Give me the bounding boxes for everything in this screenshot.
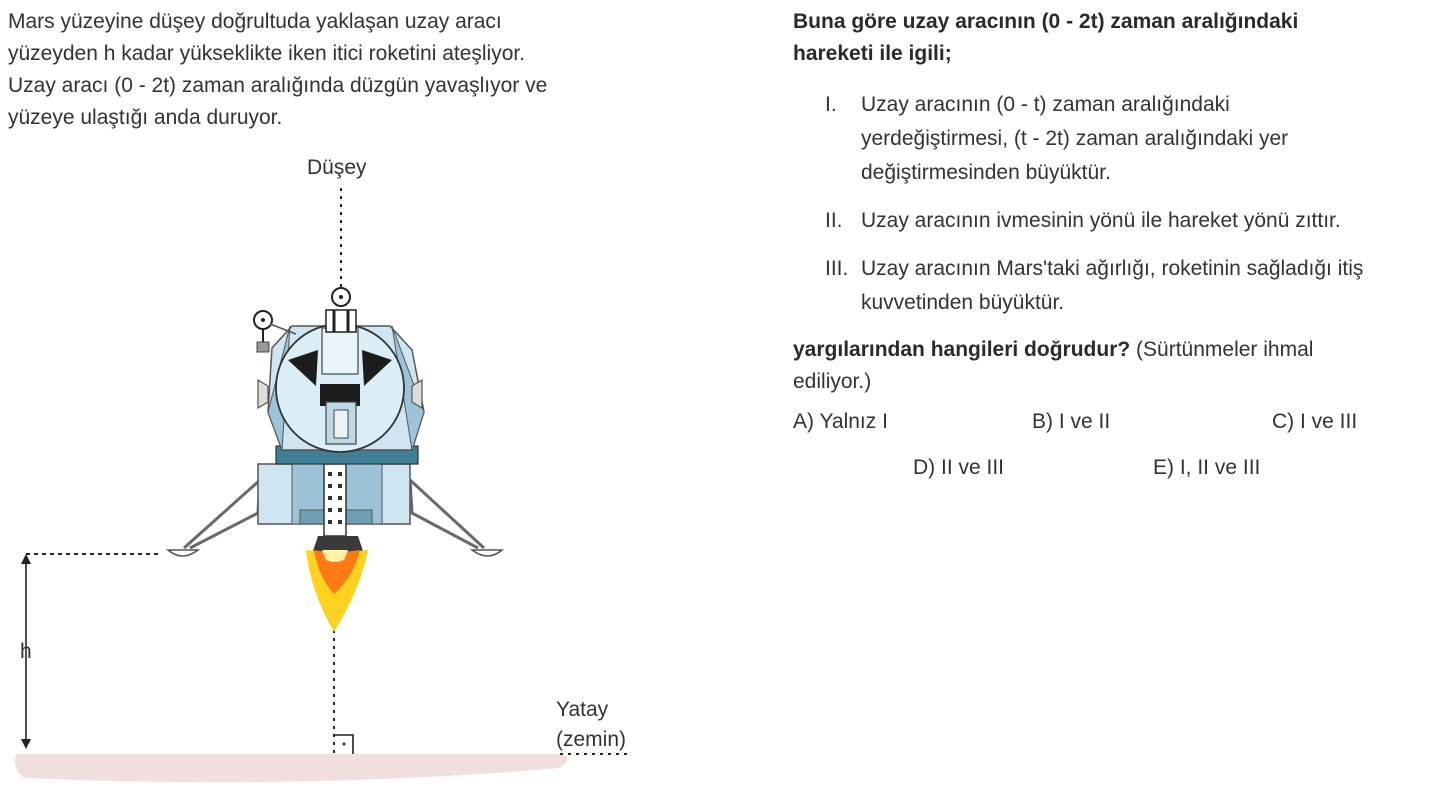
- left-foot-pad: [165, 549, 201, 557]
- right-angle-marker: [334, 734, 354, 754]
- vertical-label: Düşey: [307, 156, 367, 179]
- ground-surface: [15, 754, 568, 783]
- statement-text: Uzay aracının Mars'taki ağırlığı, roketi…: [861, 252, 1363, 320]
- left-window: [288, 350, 318, 386]
- question-prompt-line2: ediliyor.): [793, 370, 872, 393]
- choice-b[interactable]: B) I ve II: [1032, 410, 1111, 433]
- statement-list: I. Uzay aracının (0 - t) zaman aralığınd…: [825, 88, 1423, 320]
- question-stem: Buna göre uzay aracının (0 - 2t) zaman a…: [793, 6, 1423, 70]
- statement-number: III.: [825, 257, 849, 280]
- right-window: [362, 350, 392, 386]
- horizontal-label-line1: Yatay: [556, 698, 609, 721]
- statement-line: Uzay aracının (0 - t) zaman aralığındaki: [861, 93, 1230, 116]
- lander-figure: Düşey h Yatay (zemin): [0, 150, 700, 805]
- statement-text: Uzay aracının (0 - t) zaman aralığındaki…: [861, 88, 1288, 190]
- question-prompt-rest: (Sürtünmeler ihmal: [1130, 338, 1314, 361]
- question-prompt-line: yargılarından hangileri doğrudur? (Sürtü…: [793, 334, 1423, 366]
- statement-line: kuvvetinden büyüktür.: [861, 291, 1065, 314]
- statement-line: değiştirmesinden büyüktür.: [861, 161, 1111, 184]
- height-label: h: [20, 640, 32, 663]
- hatch: [321, 327, 359, 375]
- choice-e[interactable]: E) I, II ve III: [1153, 456, 1261, 479]
- statement-line: Uzay aracının Mars'taki ağırlığı, roketi…: [861, 257, 1364, 280]
- question-stem-line: Buna göre uzay aracının (0 - 2t) zaman a…: [793, 10, 1299, 33]
- question-prompt-bold: yargılarından hangileri doğrudur?: [793, 338, 1131, 361]
- statement-item: II. Uzay aracının ivmesinin yönü ile har…: [825, 204, 1423, 238]
- question-block: Buna göre uzay aracının (0 - 2t) zaman a…: [793, 6, 1423, 498]
- intro-paragraph: Mars yüzeyine düşey doğrultuda yaklaşan …: [8, 6, 648, 134]
- question-prompt: yargılarından hangileri doğrudur? (Sürtü…: [793, 334, 1423, 398]
- right-foot-pad: [469, 549, 505, 557]
- statement-line: yerdeğiştirmesi, (t - 2t) zaman aralığın…: [861, 127, 1289, 150]
- choice-c[interactable]: C) I ve III: [1272, 410, 1358, 433]
- lander-diagram: [15, 188, 630, 783]
- height-arrow-down: [21, 739, 31, 749]
- horizontal-label: Yatay (zemin): [556, 695, 626, 755]
- statement-number: I.: [825, 93, 837, 116]
- statement-item: III. Uzay aracının Mars'taki ağırlığı, r…: [825, 252, 1423, 320]
- statement-text: Uzay aracının ivmesinin yönü ile hareket…: [861, 204, 1341, 238]
- intro-line: yüzeye ulaştığı anda duruyor.: [8, 106, 283, 129]
- statement-number: II.: [825, 209, 843, 232]
- choice-a[interactable]: A) Yalnız I: [793, 410, 888, 433]
- intro-line: Uzay aracı (0 - 2t) zaman aralığında düz…: [8, 74, 548, 97]
- horizontal-label-line2: (zemin): [556, 728, 627, 751]
- answer-choices: A) Yalnız I B) I ve II C) I ve III D) II…: [793, 408, 1423, 498]
- statement-line: Uzay aracının ivmesinin yönü ile hareket…: [861, 209, 1341, 232]
- engine-nozzle: [312, 536, 364, 554]
- question-stem-line: hareketi ile igili;: [793, 42, 952, 65]
- rcs-thrusters: [257, 378, 423, 410]
- choice-d[interactable]: D) II ve III: [913, 456, 1005, 479]
- ladder: [323, 463, 347, 537]
- height-arrow-up: [21, 554, 31, 564]
- docking-tunnel: [325, 309, 357, 333]
- intro-line: Mars yüzeyine düşey doğrultuda yaklaşan …: [8, 10, 502, 33]
- intro-line: yüzeyden h kadar yükseklikte iken itici …: [8, 42, 526, 65]
- statement-item: I. Uzay aracının (0 - t) zaman aralığınd…: [825, 88, 1423, 190]
